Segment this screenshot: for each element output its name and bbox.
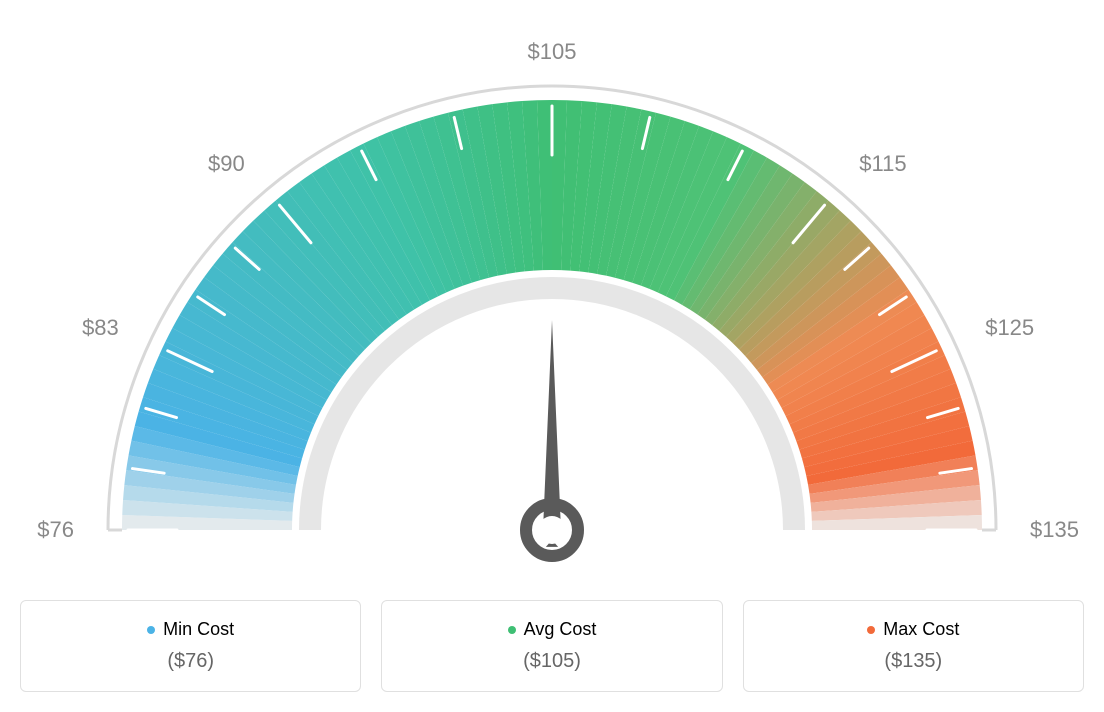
legend-value-min: ($76) — [31, 650, 350, 673]
legend-row: Min Cost ($76) Avg Cost ($105) Max Cost … — [20, 600, 1084, 692]
svg-text:$90: $90 — [208, 151, 245, 176]
gauge-chart-container: $76 $83 $90 $105 $115 $125 $135 Min Cost ($76)… — [20, 20, 1084, 692]
legend-card-min: Min Cost ($76) — [20, 600, 361, 692]
legend-label-min: Min Cost — [163, 619, 234, 640]
legend-card-max: Max Cost ($135) — [743, 600, 1084, 692]
svg-text:$135: $135 — [1030, 517, 1079, 542]
svg-text:$115: $115 — [859, 151, 906, 176]
svg-text:$83: $83 — [82, 315, 119, 340]
legend-value-avg: ($105) — [392, 650, 711, 673]
legend-title-avg: Avg Cost — [508, 619, 597, 640]
legend-title-max: Max Cost — [867, 619, 959, 640]
legend-value-max: ($135) — [754, 650, 1073, 673]
legend-label-max: Max Cost — [883, 619, 959, 640]
legend-card-avg: Avg Cost ($105) — [381, 600, 722, 692]
svg-text:$76: $76 — [37, 517, 74, 542]
legend-label-avg: Avg Cost — [524, 619, 597, 640]
legend-dot-max — [867, 626, 875, 634]
svg-text:$125: $125 — [985, 315, 1034, 340]
legend-title-min: Min Cost — [147, 619, 234, 640]
legend-dot-min — [147, 626, 155, 634]
legend-dot-avg — [508, 626, 516, 634]
gauge-svg: $76 $83 $90 $105 $115 $125 $135 — [20, 20, 1084, 580]
svg-text:$105: $105 — [528, 39, 577, 64]
gauge-area: $76 $83 $90 $105 $115 $125 $135 — [20, 20, 1084, 580]
